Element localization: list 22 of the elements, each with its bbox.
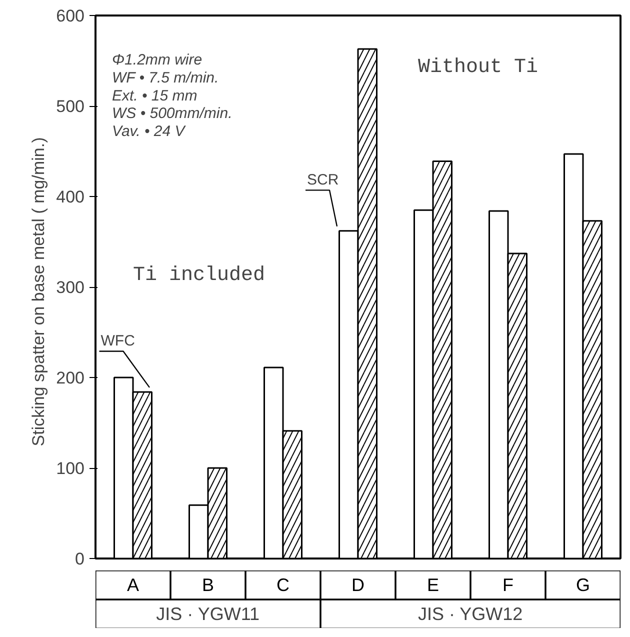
text: JIS · YGW12 — [418, 604, 523, 624]
y-tick-label: 100 — [56, 459, 85, 478]
y-tick-label: 0 — [75, 550, 85, 568]
x-tick-label: F — [502, 575, 514, 595]
annotation: Without Ti — [418, 56, 538, 79]
text: SCR — [307, 171, 339, 188]
x-tick-label: B — [202, 575, 214, 595]
x-tick-label: A — [126, 575, 140, 595]
y-tick-label: 200 — [56, 368, 85, 388]
y-tick-label: 300 — [56, 278, 85, 297]
x-tick-label: D — [352, 575, 364, 595]
y-tick-label: 600 — [56, 6, 85, 26]
text: JIS · YGW11 — [156, 604, 260, 624]
y-axis-title: Sticking spatter on base metal ( mg/min.) — [29, 137, 48, 446]
text: WFC — [100, 332, 136, 350]
y-tick-label: 500 — [56, 97, 85, 116]
x-tick-label: C — [276, 575, 290, 595]
annotation: Ti included — [133, 264, 266, 287]
x-tick-label: E — [426, 575, 440, 595]
y-tick-label: 400 — [56, 188, 85, 206]
annotation: Φ1.2mm wire WF • 7.5 m/min. Ext. • 15 mm WS • 500mm/min. Vav. • 24 V — [112, 52, 232, 140]
x-tick-label: G — [576, 575, 590, 595]
